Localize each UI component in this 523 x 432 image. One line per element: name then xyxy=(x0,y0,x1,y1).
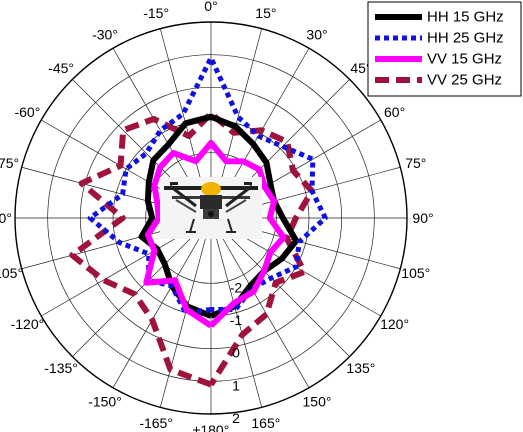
angle-tick-label: 135° xyxy=(346,360,375,376)
angle-tick-label: -120° xyxy=(11,316,45,332)
radial-tick-label: -1 xyxy=(230,312,243,328)
radial-tick-label: 1 xyxy=(232,377,240,393)
legend-label: VV 15 GHz xyxy=(427,51,502,68)
series-line-hh-15-ghz xyxy=(138,113,300,319)
angle-tick-label: -150° xyxy=(88,394,122,410)
radial-tick-label: 0 xyxy=(232,345,240,361)
angle-tick-label: -45° xyxy=(48,60,74,76)
angle-tick-label: -30° xyxy=(92,26,118,42)
angle-tick-label: -105° xyxy=(0,265,23,281)
angle-tick-label: 15° xyxy=(255,5,276,21)
radial-labels: -2 -1 0 1 2 xyxy=(230,279,243,426)
legend-label: HH 15 GHz xyxy=(427,9,504,26)
radial-tick-label: 2 xyxy=(232,410,240,426)
series-line-vv-15-ghz xyxy=(143,139,287,329)
angle-tick-label: -165° xyxy=(139,415,173,431)
angle-tick-label: -135° xyxy=(44,360,78,376)
angle-tick-label: 30° xyxy=(306,26,327,42)
radial-tick-label: -2 xyxy=(230,279,243,295)
radial-grid-ring xyxy=(79,86,343,350)
series-layer xyxy=(69,55,328,388)
angle-tick-label: 105° xyxy=(401,265,430,281)
angle-tick-label: ±180° xyxy=(193,422,230,432)
angle-tick-label: 75° xyxy=(405,155,426,171)
angle-tick-label: -90° xyxy=(0,210,12,226)
outer-ring xyxy=(14,21,408,415)
legend: HH 15 GHz HH 25 GHz VV 15 GHz VV 25 GHz xyxy=(367,1,522,97)
angle-labels: 0° 15° 30° 45° 60° 75° 90° 105° 120° 135° 150° 165°… xyxy=(0,0,434,432)
angle-tick-label: -15° xyxy=(143,5,169,21)
legend-label: VV 25 GHz xyxy=(427,72,502,89)
angle-tick-label: 60° xyxy=(384,104,405,120)
angle-tick-label: -60° xyxy=(14,104,40,120)
angle-tick-label: 45° xyxy=(350,60,371,76)
angle-tick-label: 150° xyxy=(303,394,332,410)
angle-tick-label: 90° xyxy=(412,210,433,226)
radial-grid-ring xyxy=(145,152,277,284)
series-line-hh-25-ghz xyxy=(87,55,328,316)
angle-tick-label: 165° xyxy=(251,415,280,431)
angle-tick-label: 120° xyxy=(380,316,409,332)
angle-tick-label: 0° xyxy=(204,0,217,14)
drone-photo-inset xyxy=(160,177,262,239)
angle-tick-label: -75° xyxy=(0,155,19,171)
legend-label: HH 25 GHz xyxy=(427,30,504,47)
